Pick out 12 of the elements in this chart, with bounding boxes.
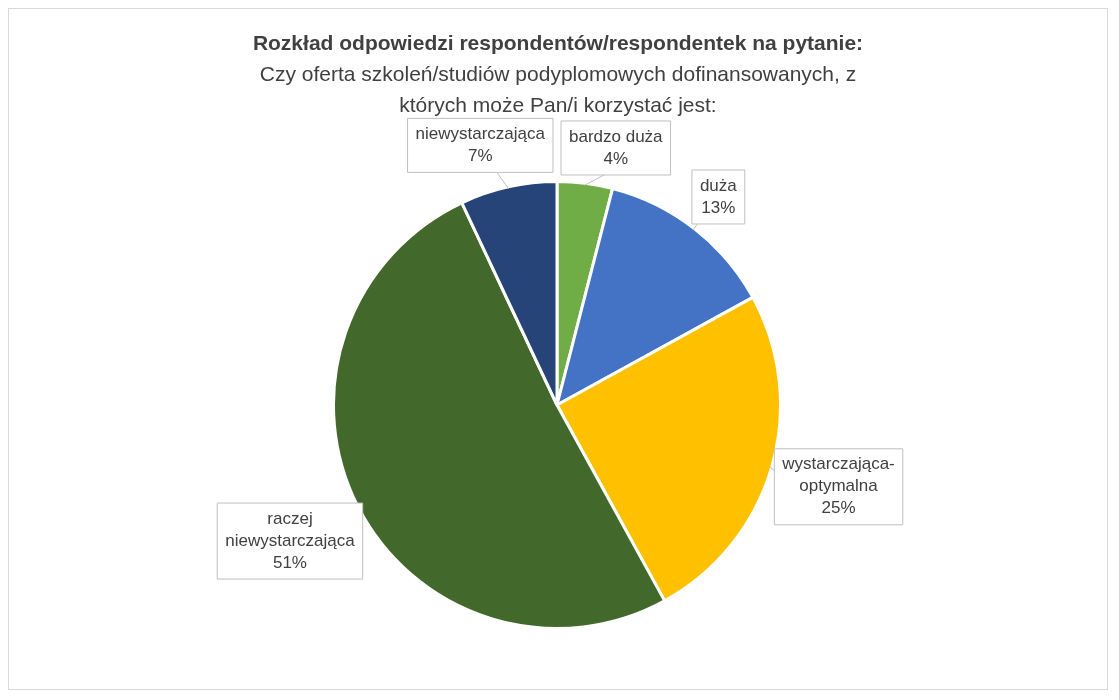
slice-label: niewystarczająca xyxy=(415,124,546,144)
data-label: 7% xyxy=(467,146,493,166)
chart-subtitle: Czy oferta szkoleń/studiów podyplomowych dofinansowanych, z których może Pan/i korzystać jest: xyxy=(258,61,858,118)
slice-label: wystarczająca-optymalna xyxy=(781,454,895,496)
data-label: 4% xyxy=(603,148,629,168)
slice-label: duża xyxy=(699,175,738,195)
data-label: 25% xyxy=(821,498,856,518)
chart-title: Rozkład odpowiedzi respondentów/respondentek na pytanie: xyxy=(251,30,865,56)
slice-label: bardzo duża xyxy=(568,126,664,146)
data-label: 51% xyxy=(272,552,307,572)
data-label: 13% xyxy=(701,197,736,217)
slice-label: raczej niewystarczająca xyxy=(225,508,356,550)
